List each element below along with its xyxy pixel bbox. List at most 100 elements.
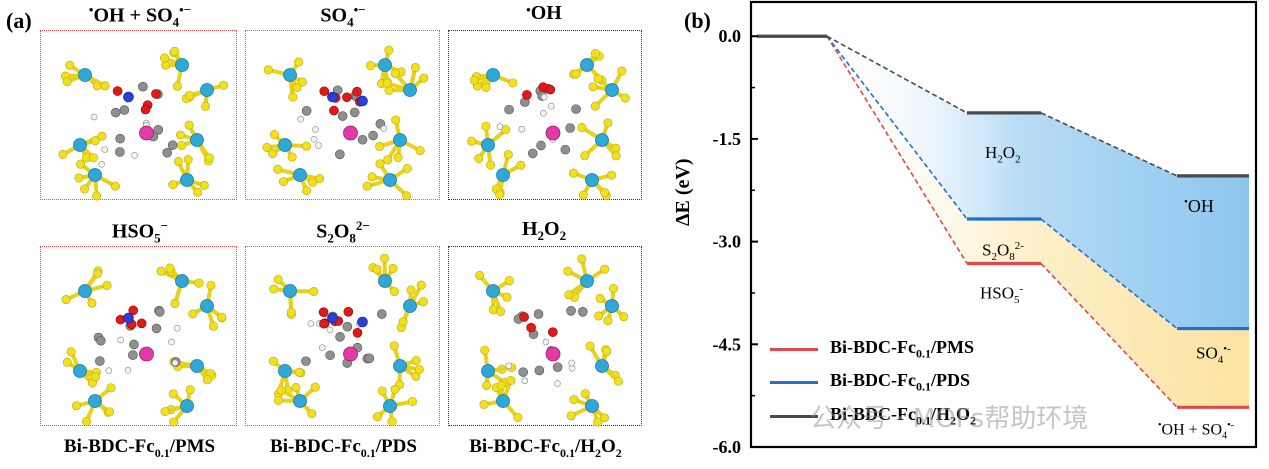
oxygen-atom xyxy=(608,284,618,294)
oxygen-atom xyxy=(595,293,605,303)
level-label-so4: SO4•- xyxy=(1196,343,1231,367)
carbon-atom xyxy=(153,125,164,135)
structure-box-pds-s2o8 xyxy=(245,246,440,426)
oxygen-atom xyxy=(80,184,90,194)
oxygen-atom xyxy=(414,365,424,375)
oxygen-atom xyxy=(617,66,627,76)
oxygen-atom xyxy=(603,316,613,326)
energy-chart: 0.0 -1.5 -3.0 -4.5 -6.0 xyxy=(713,0,1258,457)
oxygen-atom xyxy=(506,375,516,385)
y-tick-label-4: -6.0 xyxy=(713,437,742,457)
bismuth-atom xyxy=(486,68,500,82)
oxygen-atom xyxy=(219,80,229,90)
bismuth-atom xyxy=(73,364,87,378)
bismuth-atom xyxy=(595,359,609,373)
hydrogen-atom xyxy=(131,152,138,159)
carbon-atom xyxy=(504,104,514,115)
level-label-h2o2: H2O2 xyxy=(985,143,1021,166)
sulfur-atom xyxy=(357,95,368,107)
carbon-atom xyxy=(364,353,375,364)
bismuth-atom xyxy=(486,284,500,298)
oxygen-atom xyxy=(183,155,193,165)
bismuth-atom xyxy=(580,274,594,288)
hydrogen-atom xyxy=(540,109,547,117)
oxygen-atom xyxy=(217,312,227,322)
carbon-atom xyxy=(349,107,360,118)
hydrogen-atom xyxy=(124,367,132,374)
hydrogen-atom xyxy=(90,113,98,121)
oxygen-atom xyxy=(479,399,489,409)
carbon-atom xyxy=(335,332,345,342)
carbon-atom xyxy=(115,147,125,157)
oxygen-atom xyxy=(362,181,372,191)
carbon-atom xyxy=(565,123,575,133)
bismuth-atom xyxy=(88,168,102,182)
region-blue xyxy=(827,36,1249,329)
iron-atom xyxy=(139,346,154,362)
connector-pds-0 xyxy=(826,35,968,220)
carbon-atom xyxy=(151,323,162,334)
carbon-atom xyxy=(162,147,172,158)
bismuth-atom xyxy=(78,284,92,298)
oxygen-atom xyxy=(173,156,183,166)
oxygen-atom xyxy=(503,150,513,160)
hydrogen-atom xyxy=(105,367,113,374)
oxygen-atom xyxy=(307,409,317,419)
oxygen-atom xyxy=(90,136,100,146)
caption-pds: Bi-BDC-Fc0.1/PDS xyxy=(270,436,417,460)
oxygen-atom xyxy=(365,61,375,71)
oxygen-atom xyxy=(268,149,278,159)
hydrogen-atom xyxy=(542,338,550,346)
oxygen-atom xyxy=(566,411,576,421)
oxygen-atom xyxy=(569,395,579,405)
oxygen-atom xyxy=(286,307,296,317)
adsorbate-oxygen xyxy=(352,86,362,97)
oxygen-atom xyxy=(577,254,587,264)
region-yellow xyxy=(827,36,1249,408)
oxygen-atom xyxy=(188,309,198,319)
carbon-atom xyxy=(119,105,130,115)
bismuth-atom xyxy=(378,58,392,72)
carbon-atom xyxy=(357,134,368,145)
oxygen-atom xyxy=(106,383,116,393)
carbon-atom xyxy=(577,307,588,317)
bismuth-atom xyxy=(190,133,204,147)
sulfur-atom xyxy=(327,312,338,324)
adsorbate-oxygen xyxy=(342,92,352,103)
carbon-atom xyxy=(167,140,178,151)
bismuth-atom xyxy=(88,394,102,408)
oxygen-atom xyxy=(88,153,98,163)
carbon-atom xyxy=(533,309,544,319)
oxygen-atom xyxy=(202,375,212,385)
oxygen-atom xyxy=(590,48,600,58)
bismuth-atom xyxy=(283,284,297,298)
oxygen-atom xyxy=(62,77,72,87)
level-label-oh-so4: •OH + SO4•- xyxy=(1158,420,1234,442)
oxygen-atom xyxy=(416,280,426,290)
oxygen-atom xyxy=(269,130,279,140)
oxygen-atom xyxy=(377,386,387,396)
connector-pms-1 xyxy=(1040,262,1178,408)
oxygen-atom xyxy=(278,177,288,187)
oxygen-atom xyxy=(475,270,485,280)
bismuth-atom xyxy=(175,58,189,72)
bismuth-atom xyxy=(293,394,307,408)
legend-swatch-pds xyxy=(770,380,818,384)
carbon-atom xyxy=(301,106,312,116)
oxygen-atom xyxy=(201,101,211,111)
plot-frame xyxy=(749,0,1258,449)
connector-pms-0 xyxy=(826,35,968,264)
carbon-atom xyxy=(368,130,378,141)
oxygen-atom xyxy=(469,75,479,85)
molecular-structures xyxy=(58,45,630,427)
oxygen-atom xyxy=(504,276,514,286)
carbon-atom xyxy=(335,149,345,160)
oxygen-atom xyxy=(87,298,97,308)
oxygen-atom xyxy=(206,280,216,290)
y-tick-label-2: -3.0 xyxy=(713,232,742,252)
oxygen-atom xyxy=(172,81,182,91)
structure-box-pms-radicals xyxy=(40,30,237,200)
level-label-s2o8: S2O82- xyxy=(982,240,1024,264)
structure-box-h2o2 xyxy=(448,246,642,426)
bismuth-atom xyxy=(200,299,214,313)
